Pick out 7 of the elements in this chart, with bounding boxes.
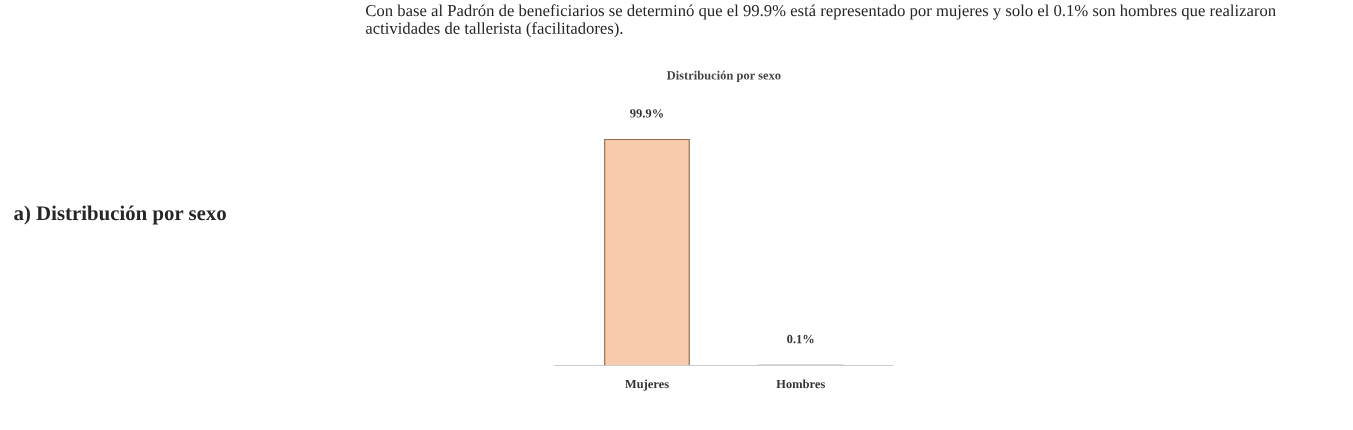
x-tick-label: Mujeres (625, 379, 669, 391)
text: Con base al Padrón de beneficiarios se determinó que el 99.9% está representado por mujeres y solo el 0.1% son hombres que realizaron actividades de tallerista (facilitadores). (365, 4, 1276, 38)
text: a) Distribución por sexo (14, 205, 226, 225)
chart-title: Distribución por sexo (666, 70, 781, 83)
x-tick-label: Hombres (776, 379, 825, 389)
data-label: 0.1% (787, 334, 814, 344)
data-label: 99.9% (630, 109, 663, 118)
